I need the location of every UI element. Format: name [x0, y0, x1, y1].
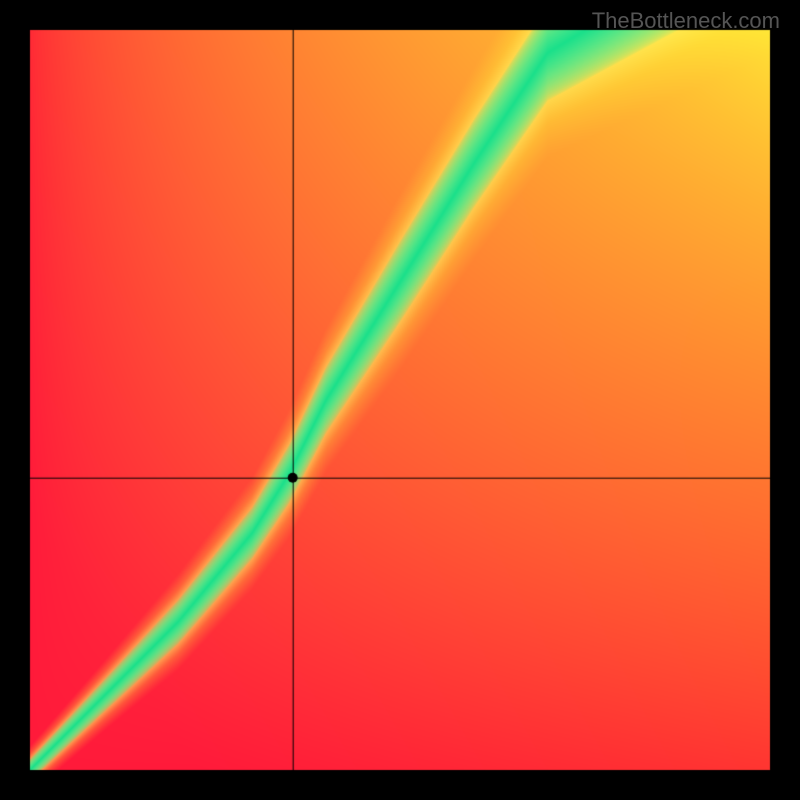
watermark-text: TheBottleneck.com: [592, 8, 780, 34]
heatmap-canvas: [0, 0, 800, 800]
chart-container: TheBottleneck.com: [0, 0, 800, 800]
